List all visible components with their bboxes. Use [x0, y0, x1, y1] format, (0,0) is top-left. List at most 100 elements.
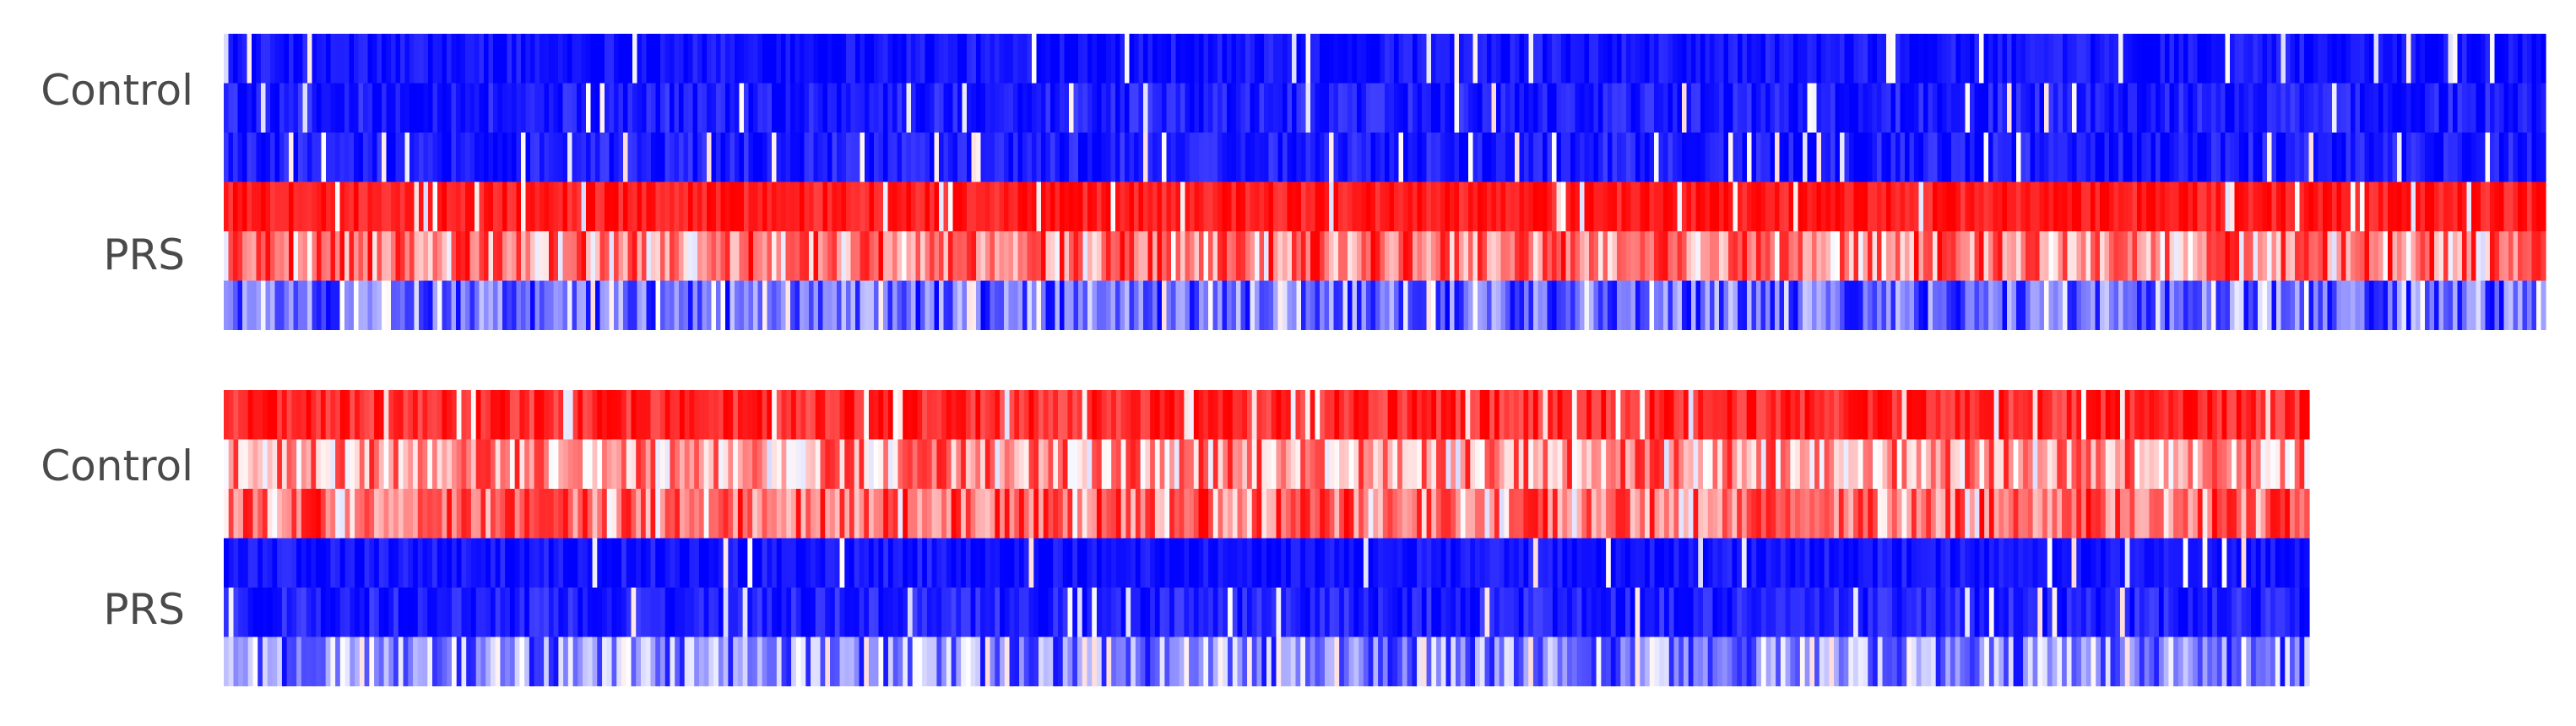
heatmap-cell	[306, 390, 312, 440]
heatmap-cell	[1663, 133, 1669, 182]
heatmap-cell	[320, 489, 327, 539]
heatmap-cell	[1403, 231, 1409, 281]
heatmap-cell	[2341, 280, 2347, 330]
heatmap-cell	[306, 439, 312, 489]
heatmap-cell	[995, 83, 1001, 133]
heatmap-cell	[437, 182, 443, 231]
heatmap-cell	[289, 83, 295, 133]
heatmap-cell	[1760, 231, 1766, 281]
heatmap-cell	[408, 538, 414, 588]
heatmap-cell	[1776, 390, 1782, 440]
heatmap-cell	[1157, 83, 1163, 133]
heatmap-cell	[825, 489, 831, 539]
heatmap-cell	[475, 231, 480, 281]
heatmap-cell	[534, 280, 540, 330]
heatmap-cell	[897, 280, 903, 330]
heatmap-cell	[1589, 280, 1595, 330]
heatmap-cell	[2146, 133, 2152, 182]
heatmap-cell	[795, 489, 802, 539]
heatmap-cell	[1728, 133, 1734, 182]
heatmap-cell	[794, 280, 800, 330]
heatmap-cell	[1039, 538, 1044, 588]
heatmap-cell	[892, 538, 899, 588]
heatmap-cell	[1518, 538, 1525, 588]
heatmap-cell	[1217, 231, 1223, 281]
heatmap-cell	[1843, 439, 1849, 489]
heatmap-cell	[2243, 231, 2249, 281]
heatmap-cell	[614, 133, 620, 182]
heatmap-cell	[386, 83, 392, 133]
heatmap-cell	[614, 231, 620, 281]
heatmap-cell	[1494, 390, 1500, 440]
heatmap-cell	[1785, 489, 1791, 539]
heatmap-cell	[2234, 133, 2240, 182]
heatmap-cell	[1504, 538, 1510, 588]
heatmap-cell	[1930, 538, 1937, 588]
heatmap-cell	[1881, 182, 1887, 231]
heatmap-cell	[1440, 231, 1446, 281]
heatmap-cell	[2471, 182, 2477, 231]
heatmap-cell	[1169, 588, 1175, 637]
heatmap-cell	[2215, 280, 2221, 330]
heatmap-cell	[1790, 439, 1796, 489]
heatmap-cell	[409, 34, 415, 84]
heatmap-cell	[2216, 439, 2223, 489]
heatmap-cell	[2453, 231, 2459, 281]
heatmap-cell	[2212, 538, 2218, 588]
heatmap-cell	[2406, 182, 2412, 231]
heatmap-cell	[1700, 231, 1706, 281]
heatmap-cell	[1092, 231, 1098, 281]
heatmap-cell	[2276, 83, 2282, 133]
heatmap-cell	[818, 133, 824, 182]
heatmap-cell	[377, 34, 382, 84]
heatmap-cell	[2286, 34, 2291, 84]
heatmap-cell	[1431, 280, 1437, 330]
heatmap-cell	[689, 439, 695, 489]
heatmap-cell	[1111, 390, 1117, 440]
heatmap-cell	[735, 280, 740, 330]
heatmap-cell	[809, 34, 815, 84]
heatmap-cell	[349, 280, 355, 330]
heatmap-cell	[1732, 489, 1738, 539]
heatmap-cell	[1510, 83, 1516, 133]
heatmap-cell	[1738, 133, 1744, 182]
heatmap-cell	[1179, 538, 1185, 588]
heatmap-cell	[637, 231, 643, 281]
heatmap-cell	[1765, 538, 1771, 588]
heatmap-cell	[800, 280, 805, 330]
heatmap-cell	[1547, 182, 1553, 231]
heatmap-cell	[804, 231, 810, 281]
heatmap-cell	[281, 588, 288, 637]
heatmap-cell	[2076, 280, 2082, 330]
heatmap-cell	[1287, 133, 1293, 182]
heatmap-cell	[841, 34, 847, 84]
heatmap-cell	[1268, 231, 1274, 281]
heatmap-cell	[1974, 133, 1980, 182]
heatmap-cell	[1096, 588, 1103, 637]
heatmap-cell	[1496, 231, 1502, 281]
heatmap-cell	[1292, 34, 1298, 84]
heatmap-cell	[1110, 280, 1116, 330]
heatmap-cell	[1236, 34, 1242, 84]
heatmap-cell	[698, 538, 705, 588]
heatmap-cell	[339, 133, 345, 182]
heatmap-cell	[636, 588, 642, 637]
heatmap-cell	[1853, 133, 1859, 182]
heatmap-cell	[1456, 390, 1462, 440]
heatmap-cell	[284, 280, 290, 330]
heatmap-cell	[524, 588, 530, 637]
heatmap-cell	[2373, 182, 2379, 231]
heatmap-cell	[404, 83, 410, 133]
heatmap-cell	[1043, 489, 1049, 539]
heatmap-cell	[1389, 83, 1395, 133]
heatmap-cell	[1523, 439, 1529, 489]
heatmap-cell	[247, 182, 252, 231]
heatmap-cell	[2232, 439, 2237, 489]
heatmap-cell	[2156, 280, 2161, 330]
heatmap-cell	[822, 34, 828, 84]
heatmap-cell	[2285, 489, 2291, 539]
heatmap-cell	[572, 182, 578, 231]
heatmap-cell	[242, 231, 248, 281]
heatmap-cell	[1300, 538, 1306, 588]
heatmap-cell	[1162, 182, 1168, 231]
